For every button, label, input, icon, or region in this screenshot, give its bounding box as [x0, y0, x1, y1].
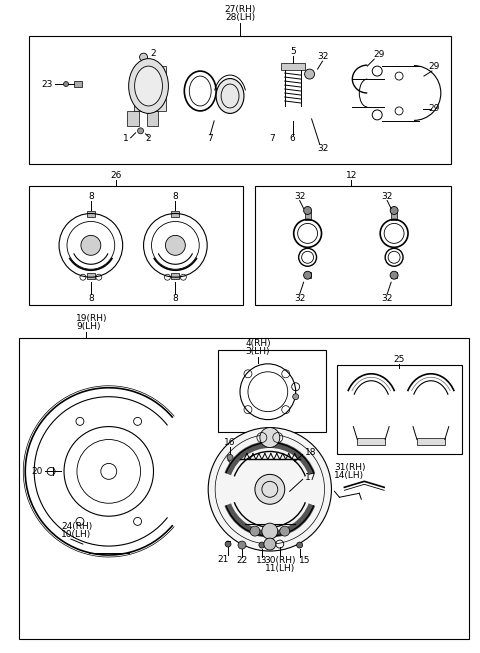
Text: 29: 29	[428, 104, 440, 114]
Text: 29: 29	[373, 50, 385, 59]
Bar	[87, 273, 95, 279]
Circle shape	[250, 526, 260, 536]
Text: 13: 13	[256, 556, 268, 565]
Circle shape	[390, 206, 398, 214]
Bar	[391, 272, 397, 278]
Text: 29: 29	[428, 61, 440, 71]
Text: 4(RH): 4(RH)	[245, 340, 271, 349]
Ellipse shape	[134, 66, 162, 106]
Bar	[133, 66, 148, 111]
Text: 15: 15	[299, 556, 311, 565]
Circle shape	[238, 541, 246, 549]
Text: 8: 8	[88, 192, 94, 201]
Circle shape	[390, 271, 398, 279]
Text: 1: 1	[123, 135, 129, 143]
Text: 3(LH): 3(LH)	[246, 347, 270, 357]
Text: 27(RH): 27(RH)	[224, 5, 256, 14]
Text: 31(RH): 31(RH)	[335, 463, 366, 472]
Text: 2: 2	[146, 135, 151, 143]
Text: 8: 8	[88, 294, 94, 302]
Circle shape	[262, 523, 278, 539]
Text: 32: 32	[382, 192, 393, 201]
Text: 2: 2	[151, 49, 156, 57]
Circle shape	[304, 271, 312, 279]
Circle shape	[305, 69, 314, 79]
Text: 7: 7	[269, 135, 275, 143]
Bar	[153, 66, 167, 111]
Bar	[29, 185, 243, 305]
Circle shape	[260, 428, 280, 447]
Text: 30(RH): 30(RH)	[264, 556, 296, 565]
Circle shape	[225, 541, 231, 547]
Text: 20: 20	[31, 467, 43, 476]
Text: 28(LH): 28(LH)	[225, 13, 255, 22]
Bar	[305, 272, 311, 278]
Bar	[74, 81, 82, 87]
Circle shape	[140, 53, 147, 61]
Circle shape	[280, 526, 290, 536]
Bar	[357, 438, 385, 445]
Bar	[29, 36, 451, 164]
Text: 10(LH): 10(LH)	[61, 530, 91, 539]
Circle shape	[304, 206, 312, 214]
Text: 12: 12	[346, 171, 357, 180]
Text: 32: 32	[294, 294, 305, 302]
Text: 16: 16	[224, 438, 236, 447]
Text: 32: 32	[317, 52, 328, 61]
Text: 32: 32	[317, 144, 328, 153]
Text: 22: 22	[236, 556, 248, 565]
Ellipse shape	[216, 78, 244, 114]
Text: 14(LH): 14(LH)	[335, 471, 365, 480]
Bar	[87, 212, 95, 217]
Text: 8: 8	[172, 192, 178, 201]
Bar	[417, 438, 445, 445]
Text: 11(LH): 11(LH)	[264, 564, 295, 573]
Text: 24(RH): 24(RH)	[61, 522, 92, 531]
Circle shape	[63, 82, 69, 87]
Circle shape	[227, 454, 233, 460]
Circle shape	[81, 235, 101, 255]
Circle shape	[255, 474, 285, 504]
Circle shape	[208, 428, 332, 551]
Circle shape	[264, 538, 276, 550]
Bar	[305, 212, 311, 221]
Bar	[19, 338, 468, 639]
Text: 6: 6	[290, 135, 296, 143]
Circle shape	[166, 235, 185, 255]
Text: 23: 23	[42, 80, 53, 89]
Circle shape	[138, 128, 144, 134]
Bar	[171, 273, 180, 279]
Circle shape	[293, 394, 299, 400]
Bar	[127, 111, 139, 126]
Text: 25: 25	[394, 355, 405, 364]
Text: 18: 18	[305, 448, 316, 457]
Text: 19(RH): 19(RH)	[76, 313, 108, 323]
Ellipse shape	[129, 59, 168, 114]
Bar	[171, 212, 180, 217]
Bar	[218, 350, 325, 432]
Text: 32: 32	[382, 294, 393, 302]
Text: 21: 21	[217, 554, 229, 564]
Text: 26: 26	[110, 171, 121, 180]
Circle shape	[297, 542, 302, 548]
Bar	[281, 63, 305, 70]
Text: 17: 17	[305, 473, 316, 482]
Text: 5: 5	[290, 46, 296, 56]
Text: 32: 32	[294, 192, 305, 201]
Text: 7: 7	[207, 135, 213, 143]
Bar	[337, 365, 462, 454]
Circle shape	[259, 542, 265, 548]
Text: 8: 8	[172, 294, 178, 302]
Bar	[146, 111, 158, 126]
Text: 9(LH): 9(LH)	[76, 321, 100, 330]
Bar	[255, 185, 451, 305]
Bar	[391, 212, 397, 221]
